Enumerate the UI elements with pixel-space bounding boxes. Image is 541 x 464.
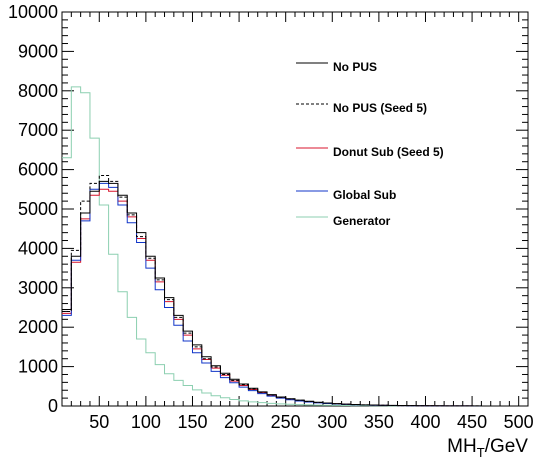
x-tick-label: 350 (364, 412, 394, 432)
series-group (62, 86, 528, 407)
y-tick-label: 1000 (18, 357, 58, 377)
series-line-4 (62, 86, 528, 407)
legend-label: No PUS (333, 60, 377, 74)
x-axis-title-sub: T (477, 445, 485, 460)
axis-ticks (61, 11, 529, 407)
legend-label: Donut Sub (Seed 5) (333, 145, 444, 159)
x-tick-label: 500 (504, 412, 534, 432)
y-tick-label: 3000 (18, 278, 58, 298)
y-tick-label: 2000 (18, 317, 58, 337)
legend: No PUS No PUS (Seed 5) Donut Sub (Seed 5) G… (296, 60, 444, 228)
x-tick-label: 450 (457, 412, 487, 432)
legend-label: No PUS (Seed 5) (333, 101, 427, 115)
y-tick-label: 10000 (8, 2, 58, 22)
y-tick-label: 6000 (18, 160, 58, 180)
x-tick-label: 100 (131, 412, 161, 432)
y-tick-label: 5000 (18, 199, 58, 219)
series-line-1 (62, 175, 528, 407)
y-tick-label: 4000 (18, 238, 58, 258)
series-line-2 (62, 188, 528, 407)
y-tick-label: 8000 (18, 81, 58, 101)
plot-frame (61, 11, 529, 407)
x-tick-label: 200 (224, 412, 254, 432)
y-tick-label: 0 (48, 396, 58, 416)
x-tick-label: 250 (271, 412, 301, 432)
x-tick-label: 300 (317, 412, 347, 432)
x-axis-title: MHT/GeV (447, 436, 528, 460)
legend-label: Generator (333, 214, 391, 228)
x-tick-label: 50 (89, 412, 109, 432)
legend-label: Global Sub (333, 188, 396, 202)
x-tick-label: 400 (410, 412, 440, 432)
tick-labels: 50 100 150 200 250 300 350 400 450 50001000200030… (8, 2, 534, 432)
y-tick-label: 9000 (18, 41, 58, 61)
series-line-0 (62, 180, 528, 407)
x-axis-title-main: MH (447, 436, 477, 457)
y-tick-label: 7000 (18, 120, 58, 140)
x-tick-label: 150 (177, 412, 207, 432)
x-axis-title-unit: /GeV (485, 436, 529, 457)
